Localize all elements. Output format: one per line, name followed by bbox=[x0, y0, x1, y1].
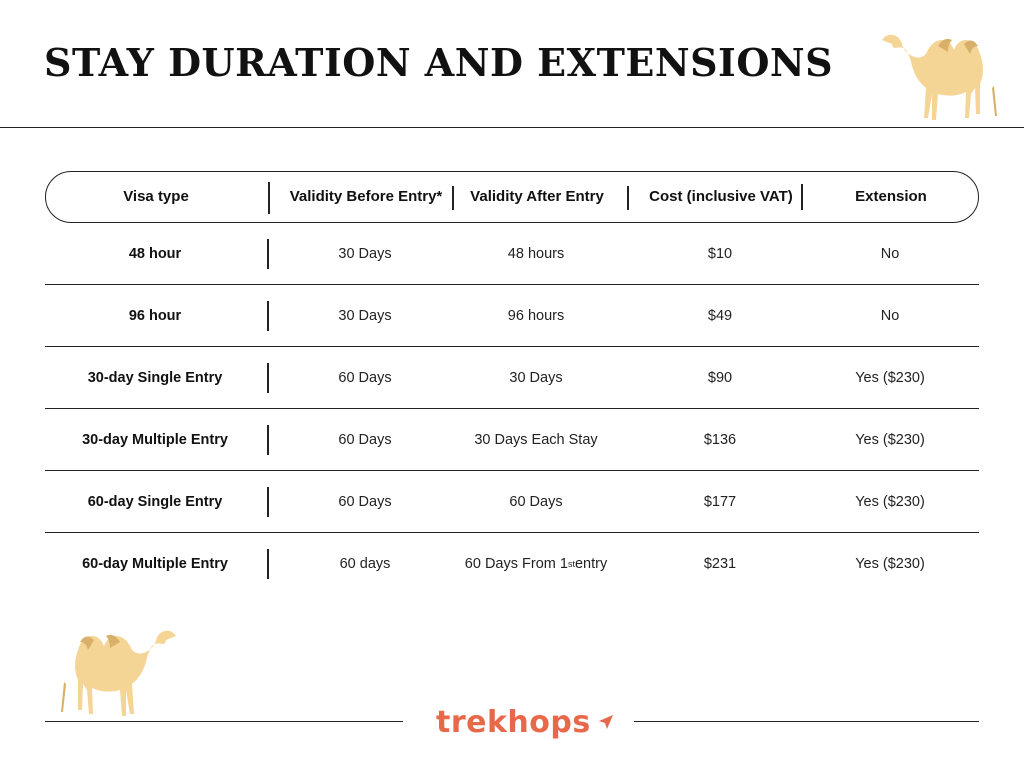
cell-validity-before: 60 days bbox=[339, 556, 391, 572]
cell-extension: Yes ($230) bbox=[855, 370, 925, 386]
cell-cost: $49 bbox=[707, 308, 733, 324]
table-row: 30-day Single Entry 60 Days 30 Days $90 … bbox=[45, 347, 979, 409]
table-row: 60-day Single Entry 60 Days 60 Days $177… bbox=[45, 471, 979, 533]
cell-visa-type: 60-day Single Entry bbox=[87, 494, 223, 510]
cell-extension: Yes ($230) bbox=[855, 556, 925, 572]
cell-visa-type: 48 hour bbox=[128, 246, 182, 262]
table-row: 48 hour 30 Days 48 hours $10 No bbox=[45, 223, 979, 285]
cell-validity-before: 30 Days bbox=[338, 308, 392, 324]
header-cost: Cost (inclusive VAT) bbox=[649, 188, 793, 205]
cell-cost: $231 bbox=[703, 556, 737, 572]
header-divider bbox=[0, 127, 1024, 128]
cell-extension: No bbox=[880, 308, 900, 324]
row-divider bbox=[267, 549, 269, 579]
cell-text-part: entry bbox=[574, 556, 608, 572]
row-divider bbox=[267, 487, 269, 517]
cell-validity-after: 48 hours bbox=[507, 246, 565, 262]
cell-validity-before: 60 Days bbox=[338, 494, 392, 510]
table-row: 96 hour 30 Days 96 hours $49 No bbox=[45, 285, 979, 347]
cell-cost: $136 bbox=[703, 432, 737, 448]
table-row: 30-day Multiple Entry 60 Days 30 Days Ea… bbox=[45, 409, 979, 471]
cell-extension: No bbox=[880, 246, 900, 262]
cell-text-part: 60 Days From 1 bbox=[464, 556, 568, 572]
header-validity-before: Validity Before Entry* bbox=[289, 188, 443, 205]
row-divider bbox=[267, 301, 269, 331]
cell-validity-before: 60 Days bbox=[338, 370, 392, 386]
column-divider bbox=[801, 184, 803, 210]
camel-icon bbox=[882, 34, 997, 120]
cell-cost: $177 bbox=[703, 494, 737, 510]
cell-validity-before: 60 Days bbox=[338, 432, 392, 448]
column-divider bbox=[268, 182, 270, 214]
cell-validity-after: 30 Days bbox=[509, 370, 563, 386]
header-validity-after: Validity After Entry bbox=[470, 188, 604, 205]
row-divider bbox=[267, 239, 269, 269]
paper-plane-icon bbox=[598, 715, 613, 729]
cell-extension: Yes ($230) bbox=[855, 494, 925, 510]
footer-divider-right bbox=[634, 721, 979, 722]
header-extension: Extension bbox=[855, 188, 927, 205]
cell-visa-type: 60-day Multiple Entry bbox=[82, 556, 228, 572]
camel-icon bbox=[61, 630, 176, 716]
cell-extension: Yes ($230) bbox=[855, 432, 925, 448]
page-title: STAY DURATION AND EXTENSIONS bbox=[44, 40, 834, 85]
ordinal-suffix: st bbox=[567, 559, 575, 569]
table-header: Visa type Validity Before Entry* Validit… bbox=[45, 171, 979, 223]
column-divider bbox=[452, 186, 454, 210]
visa-table: Visa type Validity Before Entry* Validit… bbox=[45, 171, 979, 595]
cell-visa-type: 96 hour bbox=[128, 308, 182, 324]
row-divider bbox=[267, 363, 269, 393]
cell-visa-type: 30-day Multiple Entry bbox=[82, 432, 228, 448]
brand-name: trekhops bbox=[436, 704, 591, 740]
cell-cost: $90 bbox=[707, 370, 733, 386]
cell-validity-after: 96 hours bbox=[507, 308, 565, 324]
table-row: 60-day Multiple Entry 60 days 60 Days Fr… bbox=[45, 533, 979, 595]
cell-validity-after: 30 Days Each Stay bbox=[474, 432, 598, 448]
column-divider bbox=[627, 186, 629, 210]
cell-validity-before: 30 Days bbox=[338, 246, 392, 262]
cell-validity-after: 60 Days bbox=[509, 494, 563, 510]
header-visa-type: Visa type bbox=[123, 188, 189, 205]
cell-cost: $10 bbox=[707, 246, 733, 262]
footer-divider-left bbox=[45, 721, 403, 722]
cell-visa-type: 30-day Single Entry bbox=[87, 370, 223, 386]
brand-logo: trekhops bbox=[436, 700, 616, 744]
row-divider bbox=[267, 425, 269, 455]
